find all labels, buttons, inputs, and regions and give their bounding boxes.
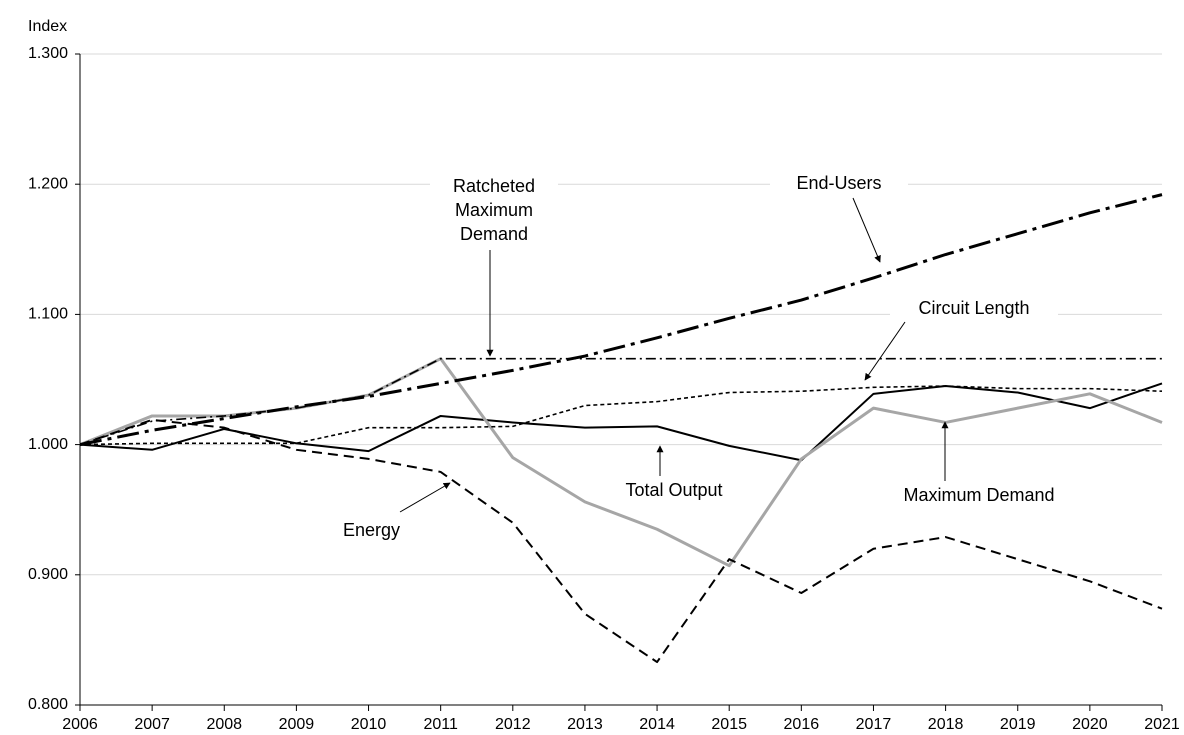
annotation: Energy (320, 518, 423, 542)
y-tick-label: 0.900 (28, 566, 68, 583)
x-tick-label: 2016 (784, 716, 820, 733)
x-tick-label: 2014 (639, 716, 675, 733)
x-tick-label: 2012 (495, 716, 531, 733)
x-tick-label: 2007 (134, 716, 170, 733)
annotation: End-Users (770, 171, 908, 195)
annotation-arrow (852, 197, 881, 263)
y-axis-title: Index (28, 18, 67, 35)
annotation-arrow (864, 321, 906, 381)
x-tick-label: 2015 (711, 716, 747, 733)
annotation-arrow (399, 482, 451, 513)
x-tick-label: 2009 (279, 716, 315, 733)
y-tick-label: 1.100 (28, 306, 68, 323)
x-tick-label: 2011 (423, 716, 458, 733)
x-tick-label: 2017 (856, 716, 892, 733)
annotation: Total Output (600, 478, 748, 502)
annotation: Maximum Demand (870, 483, 1088, 507)
x-tick-label: 2021 (1144, 716, 1180, 733)
annotation: Circuit Length (890, 296, 1058, 320)
x-tick-label: 2010 (351, 716, 387, 733)
x-tick-label: 2006 (62, 716, 98, 733)
series-line (79, 382, 1163, 462)
x-tick-label: 2019 (1000, 716, 1036, 733)
x-tick-label: 2018 (928, 716, 964, 733)
x-tick-label: 2020 (1072, 716, 1108, 733)
y-tick-label: 1.300 (28, 45, 68, 62)
x-tick-label: 2008 (206, 716, 242, 733)
series-line (79, 357, 1163, 568)
y-tick-label: 0.800 (28, 696, 68, 713)
y-tick-label: 1.000 (28, 436, 68, 453)
series-line (79, 418, 1163, 664)
series-line (79, 193, 1163, 447)
x-tick-label: 2013 (567, 716, 603, 733)
y-tick-label: 1.200 (28, 175, 68, 192)
annotation: Ratcheted Maximum Demand (430, 174, 558, 246)
